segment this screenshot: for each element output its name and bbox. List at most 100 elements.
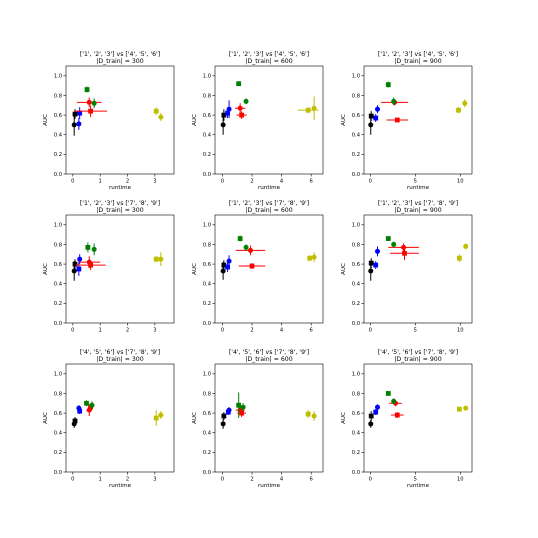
plot-frame (214, 65, 324, 175)
data-point-circle (463, 405, 469, 411)
data-point-circle (86, 99, 92, 105)
data-point-circle (71, 268, 77, 274)
data-point-square (225, 264, 230, 270)
y-tick-label: 0.8 (203, 391, 211, 397)
data-point-circle (311, 105, 317, 111)
y-tick-label: 0.6 (352, 411, 360, 417)
x-axis-label: runtime (407, 483, 430, 489)
data-point-circle (237, 105, 243, 111)
data-point-circle (391, 98, 397, 104)
plot-frame (363, 363, 473, 473)
subplot-title: |D_train| = 300 (96, 207, 143, 214)
data-point-square (72, 111, 78, 117)
data-point-square (373, 409, 379, 415)
y-tick-label: 0.4 (352, 431, 361, 437)
y-tick-label: 0.8 (352, 242, 360, 248)
x-tick-label: 1 (99, 477, 102, 483)
data-point-square (236, 81, 242, 87)
y-tick-label: 0.6 (352, 262, 360, 268)
x-tick-label: 0 (71, 477, 74, 483)
subplot-title: ['1', '2', '3'] vs ['7', '8', '9'] (80, 200, 160, 207)
y-tick-label: 0.8 (54, 242, 62, 248)
y-tick-label: 0.8 (54, 391, 62, 397)
data-point-circle (226, 106, 232, 112)
subplot: ['1', '2', '3'] vs ['7', '8', '9']|D_tra… (192, 200, 324, 334)
x-tick-label: 4 (280, 179, 284, 185)
data-point-circle (243, 244, 249, 250)
y-tick-label: 0.0 (54, 470, 62, 476)
y-tick-label: 0.4 (54, 431, 63, 437)
y-tick-label: 0.0 (352, 470, 360, 476)
y-tick-label: 0.0 (54, 321, 62, 327)
data-point-square (385, 82, 391, 88)
data-point-circle (311, 254, 317, 260)
x-tick-label: 0 (369, 328, 372, 334)
y-axis-label: AUC (43, 114, 49, 126)
data-point-square (394, 117, 400, 123)
x-tick-label: 6 (310, 179, 313, 185)
x-tick-label: 0 (221, 179, 224, 185)
x-tick-label: 4 (280, 328, 284, 334)
data-point-circle (368, 421, 374, 427)
data-point-square (373, 262, 379, 268)
subplot-title: |D_train| = 900 (394, 356, 441, 363)
data-point-square (368, 113, 374, 119)
data-point-circle (243, 98, 249, 104)
x-tick-label: 4 (280, 477, 284, 483)
subplot: ['4', '5', '6'] vs ['7', '8', '9']|D_tra… (192, 349, 324, 489)
data-point-square (88, 262, 94, 268)
subplot: ['1', '2', '3'] vs ['4', '5', '6']|D_tra… (341, 51, 473, 191)
y-tick-label: 0.2 (352, 450, 360, 456)
data-point-square (394, 412, 400, 418)
x-tick-label: 5 (414, 477, 417, 483)
plot-frame (214, 214, 324, 324)
y-axis-label: AUC (192, 114, 198, 126)
x-tick-label: 1 (99, 328, 102, 334)
data-point-square (236, 402, 242, 408)
x-tick-label: 3 (153, 328, 156, 334)
y-tick-label: 0.0 (54, 172, 62, 178)
data-point-square (305, 107, 311, 113)
data-point-square (402, 250, 407, 256)
subplot: ['1', '2', '3'] vs ['7', '8', '9']|D_tra… (341, 200, 473, 334)
data-point-circle (368, 268, 374, 274)
y-tick-label: 0.6 (352, 113, 360, 119)
data-point-square (221, 413, 227, 419)
y-tick-label: 0.2 (352, 301, 360, 307)
y-tick-label: 1.0 (203, 74, 211, 80)
plot-frame (363, 65, 473, 175)
data-point-circle (248, 247, 254, 253)
data-point-circle (401, 244, 407, 250)
y-tick-label: 1.0 (352, 74, 360, 80)
data-point-circle (76, 121, 82, 127)
y-tick-label: 0.6 (54, 411, 62, 417)
y-tick-label: 0.0 (203, 172, 211, 178)
subplot-title: |D_train| = 600 (245, 58, 292, 65)
y-tick-label: 0.4 (203, 133, 212, 139)
y-tick-label: 1.0 (352, 223, 360, 229)
x-tick-label: 3 (153, 477, 156, 483)
data-point-square (237, 236, 243, 241)
data-point-square (368, 260, 374, 266)
x-tick-label: 2 (126, 328, 129, 334)
x-tick-label: 10 (457, 179, 464, 185)
x-tick-label: 5 (414, 179, 417, 185)
data-point-circle (91, 100, 97, 106)
subplot-title: ['4', '5', '6'] vs ['7', '8', '9'] (80, 349, 160, 356)
x-tick-label: 0 (71, 179, 74, 185)
subplot-title: |D_train| = 900 (394, 58, 441, 65)
data-point-square (385, 236, 391, 241)
y-tick-label: 0.0 (203, 321, 211, 327)
subplot-title: ['1', '2', '3'] vs ['7', '8', '9'] (229, 200, 309, 207)
x-tick-label: 0 (221, 477, 224, 483)
y-tick-label: 0.2 (203, 301, 211, 307)
plot-frame (65, 214, 175, 324)
y-tick-label: 0.4 (54, 133, 63, 139)
subplot: ['1', '2', '3'] vs ['4', '5', '6']|D_tra… (192, 51, 324, 191)
data-point-square (84, 87, 90, 92)
y-tick-label: 0.6 (203, 113, 211, 119)
x-tick-label: 6 (310, 328, 313, 334)
x-tick-label: 5 (414, 328, 417, 334)
data-point-circle (311, 413, 317, 419)
